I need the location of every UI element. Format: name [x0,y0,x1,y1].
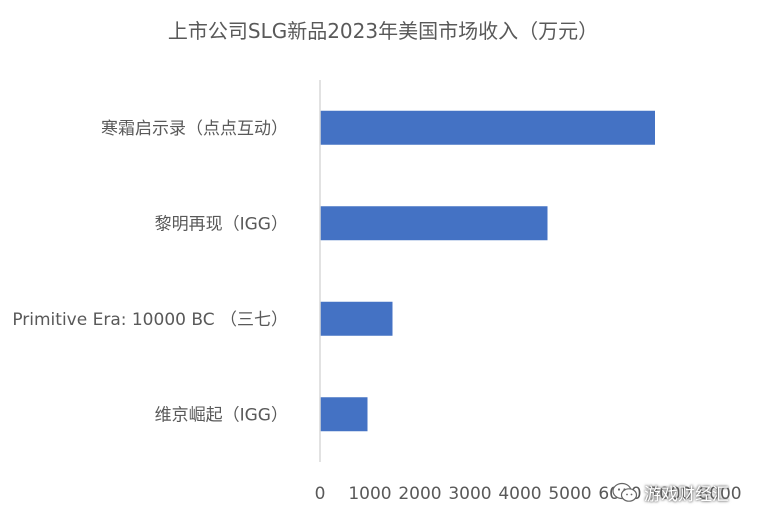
bar-2 [320,301,393,336]
bar-0 [320,110,655,145]
tick-label: 1000 [348,484,391,504]
tick-label: 8000 [698,484,741,504]
watermark: 游戏财经汇 [612,480,729,505]
tick-label: 5000 [548,484,591,504]
tick-label: 0 [315,484,326,504]
bar-1 [320,206,548,241]
tick-label: 2000 [398,484,441,504]
category-label: 黎明再现（IGG） [155,214,288,234]
category-label: 寒霜启示录（点点互动） [101,119,288,139]
watermark-text: 游戏财经汇 [644,485,729,505]
category-labels: 寒霜启示录（点点互动） 黎明再现（IGG） Primitive Era: 10000… [12,119,288,426]
bar-3 [320,397,368,432]
bars-group [320,110,655,432]
tick-label: 7000 [648,484,691,504]
category-label: 维京崛起（IGG） [155,405,288,425]
tick-label: 3000 [448,484,491,504]
tick-label: 4000 [498,484,541,504]
chart-title: 上市公司SLG新品2023年美国市场收入（万元） [168,19,598,43]
wechat-icon [612,482,638,502]
category-label: Primitive Era: 10000 BC （三七） [12,310,288,330]
